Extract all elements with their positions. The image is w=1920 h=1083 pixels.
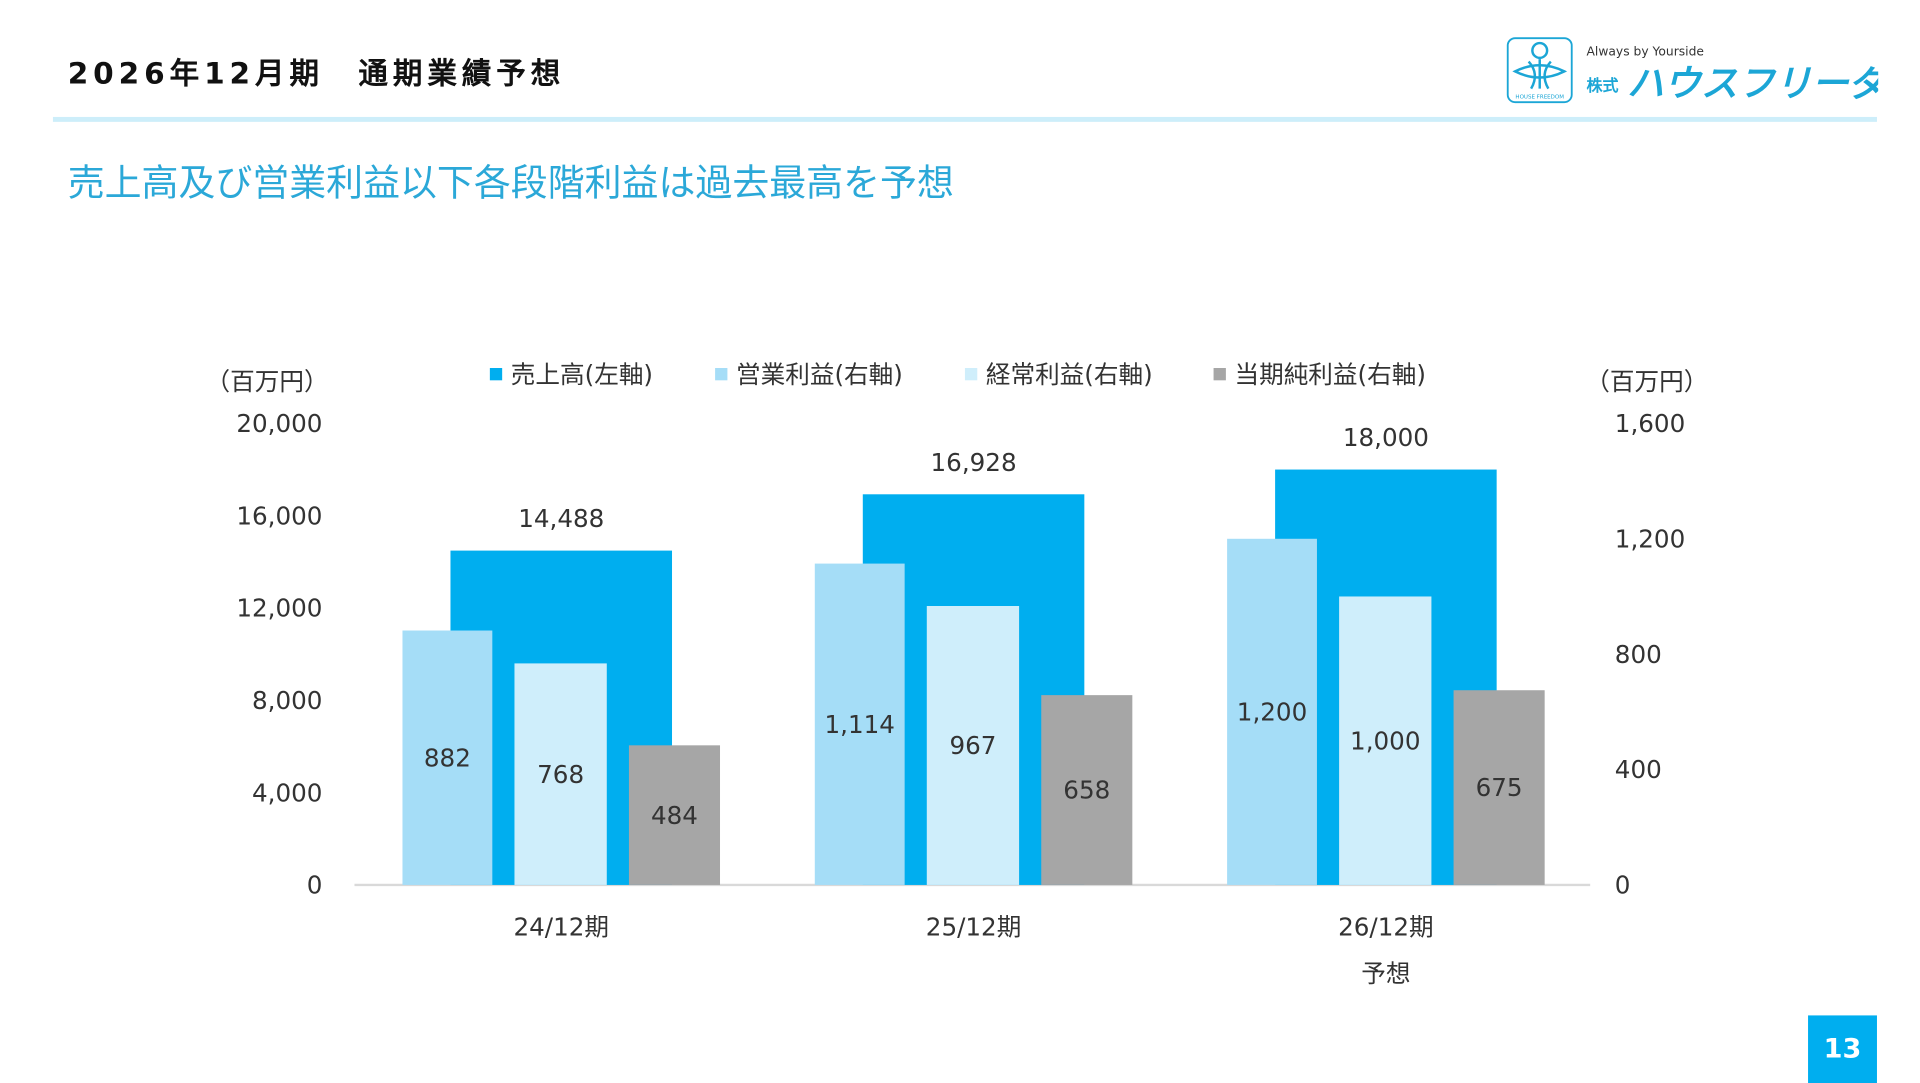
data-label: 675	[1476, 773, 1523, 802]
legend-label: 売上高(左軸)	[511, 360, 653, 389]
right-tick-label: 1,600	[1615, 409, 1685, 438]
data-label-sales: 18,000	[1343, 423, 1429, 452]
header-divider	[52, 116, 1877, 122]
page-header-title: 2026年12月期 通期業績予想	[67, 56, 566, 92]
bar-net-profit	[628, 745, 721, 885]
legend-swatch	[964, 368, 978, 381]
data-label: 768	[537, 760, 584, 789]
page-number: 13	[1808, 1015, 1877, 1083]
bar-net-profit	[1041, 695, 1133, 885]
data-label: 1,200	[1237, 697, 1307, 726]
legend-swatch	[489, 368, 503, 381]
data-label: 658	[1063, 776, 1110, 805]
category-label: 26/12期	[1338, 912, 1434, 941]
svg-text:Always by Yourside: Always by Yourside	[1587, 44, 1704, 58]
legend-label: 営業利益(右軸)	[736, 360, 903, 389]
data-label-sales: 14,488	[518, 504, 604, 533]
bar-ordinary-profit	[514, 663, 607, 885]
bar-operating-profit	[402, 630, 493, 885]
data-label: 1,000	[1350, 726, 1420, 755]
left-axis-unit: （百万円）	[206, 367, 329, 396]
company-logo: HOUSE FREEDOM Always by Yourside 株式 ハウスフ…	[1506, 37, 1920, 105]
category-label: 25/12期	[926, 912, 1022, 941]
left-tick-label: 16,000	[236, 501, 322, 530]
right-tick-label: 0	[1615, 871, 1631, 900]
right-tick-label: 400	[1615, 755, 1662, 784]
category-label: 24/12期	[513, 912, 609, 941]
right-axis-unit: （百万円）	[1585, 367, 1708, 396]
svg-text:HOUSE FREEDOM: HOUSE FREEDOM	[1515, 94, 1564, 100]
slide-subtitle: 売上高及び営業利益以下各段階利益は過去最高を予想	[67, 162, 954, 206]
bar-ordinary-profit	[1339, 596, 1432, 885]
left-tick-label: 12,000	[236, 594, 322, 623]
bar-operating-profit	[1227, 538, 1317, 885]
category-sublabel: 予想	[1361, 959, 1410, 988]
data-label-sales: 16,928	[931, 448, 1017, 477]
legend-label: 当期純利益(右軸)	[1234, 360, 1425, 389]
legend-swatch	[1213, 368, 1226, 381]
left-tick-label: 0	[307, 871, 323, 900]
svg-text:ハウスフリーダム: ハウスフリーダム	[1627, 62, 1878, 105]
legend-label: 経常利益(右軸)	[986, 360, 1153, 389]
bar-net-profit	[1453, 690, 1545, 885]
left-tick-label: 8,000	[252, 686, 322, 715]
right-tick-label: 1,200	[1615, 524, 1685, 553]
data-label: 882	[424, 743, 471, 772]
legend-swatch	[715, 368, 728, 381]
svg-text:株式: 株式	[1587, 76, 1619, 95]
bar-ordinary-profit	[926, 605, 1020, 885]
data-label: 1,114	[824, 710, 894, 739]
left-tick-label: 4,000	[252, 778, 322, 807]
left-tick-label: 20,000	[236, 409, 322, 438]
data-label: 967	[949, 731, 996, 760]
data-label: 484	[651, 801, 698, 830]
bar-operating-profit	[814, 563, 905, 885]
right-tick-label: 800	[1615, 640, 1662, 669]
